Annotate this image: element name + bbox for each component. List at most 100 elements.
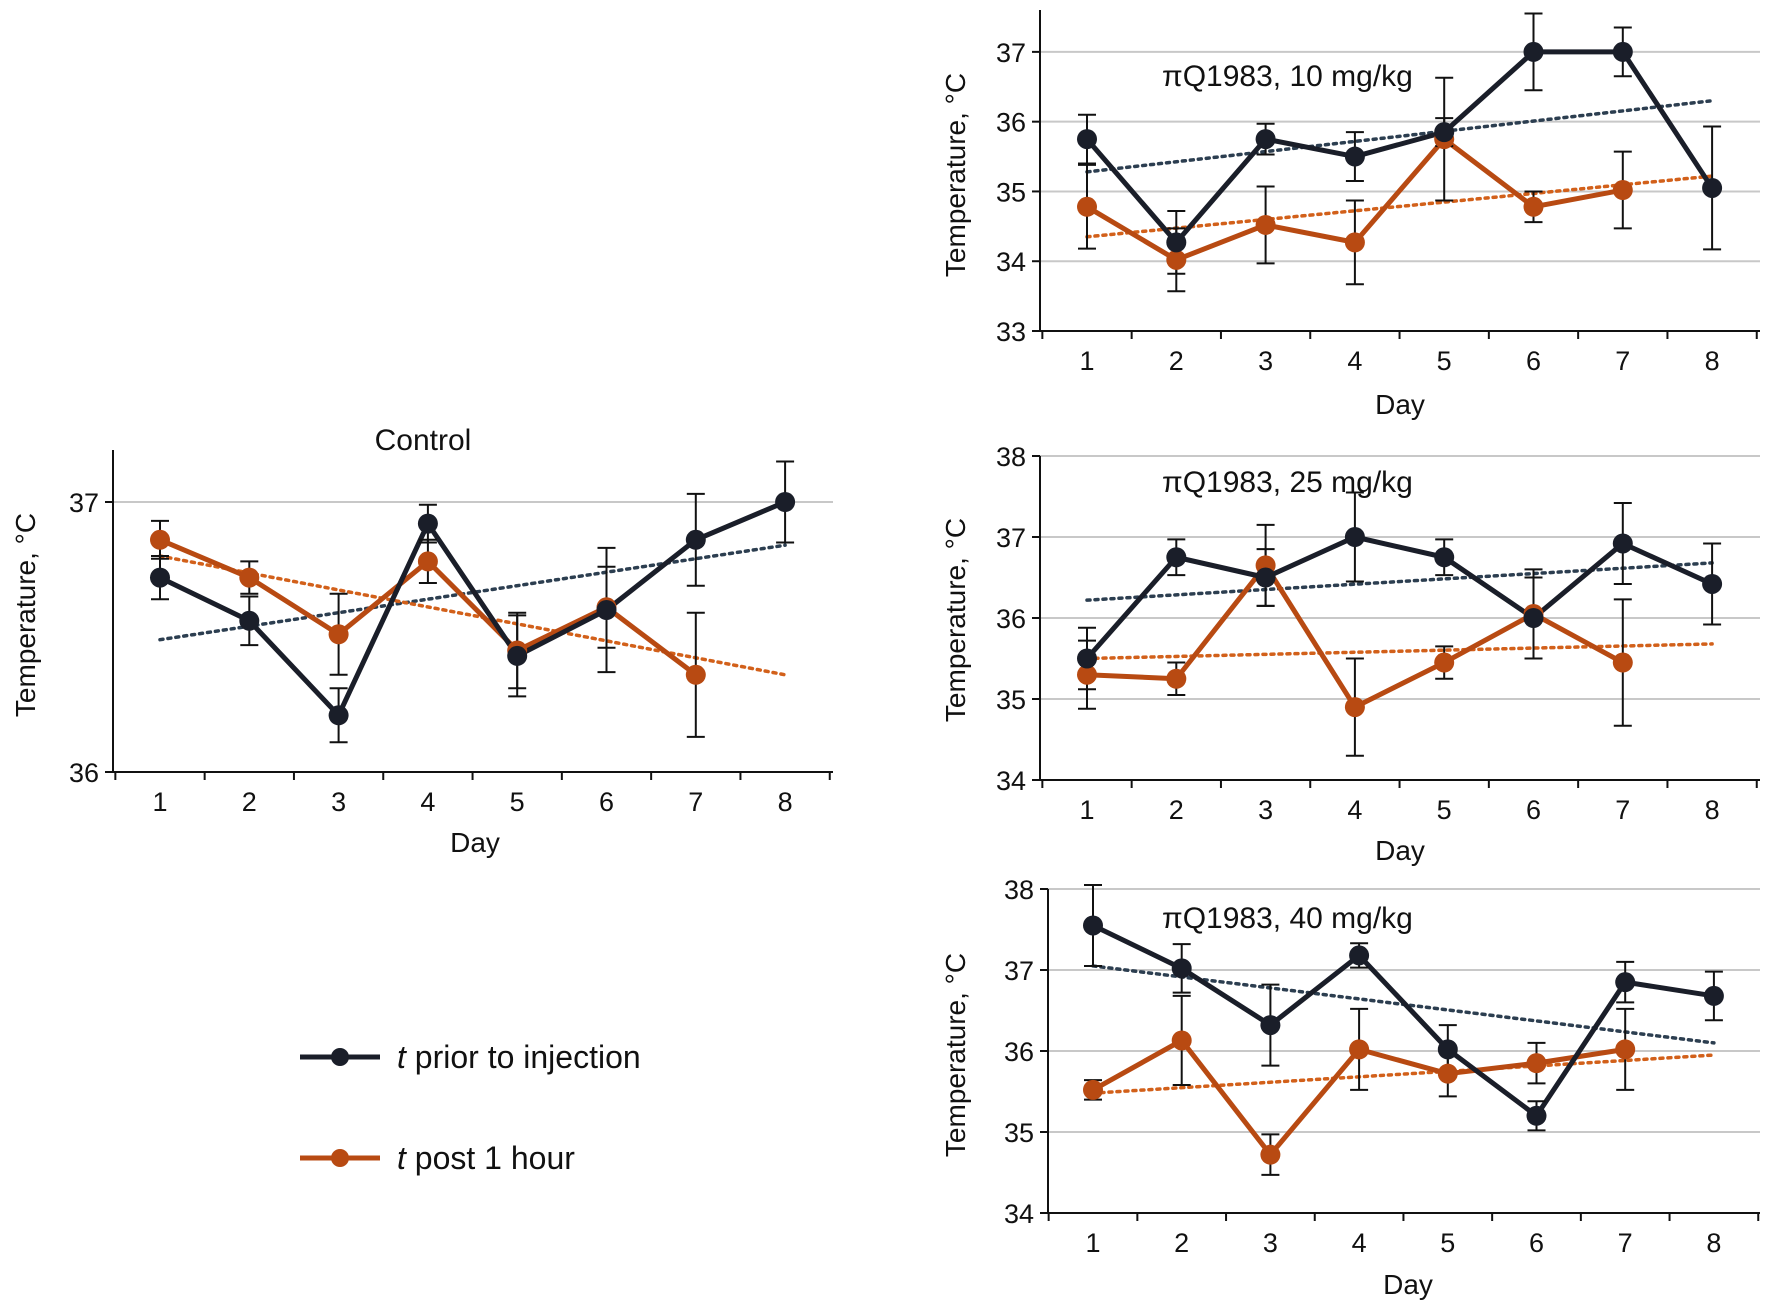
y-tick-label: 37 [996,523,1026,553]
x-tick-label: 3 [331,787,346,817]
data-point-prior [1526,1105,1547,1126]
x-tick-label: 5 [1440,1228,1455,1258]
x-tick-label: 5 [1437,346,1452,376]
x-tick-label: 3 [1258,795,1273,825]
x-tick-label: 3 [1263,1228,1278,1258]
data-point-prior [1077,129,1097,150]
x-tick-label: 7 [1618,1228,1633,1258]
svg-text:t prior to injection: t prior to injection [397,1039,641,1075]
data-point-post [239,567,260,588]
y-tick-label: 35 [1004,1118,1034,1148]
x-tick-label: 6 [1526,346,1541,376]
data-point-prior [1171,958,1192,979]
x-tick-label: 7 [688,787,703,817]
data-point-post [150,529,170,550]
data-point-post [1077,196,1097,217]
legend-label: prior to injection [406,1039,641,1075]
legend-italic-t: t [397,1039,407,1075]
data-point-prior [239,610,260,631]
trendline-post [158,554,787,677]
x-tick-label: 1 [1079,346,1094,376]
data-point-prior [1166,547,1187,568]
y-tick-label: 34 [996,247,1026,277]
data-point-post [417,551,438,572]
data-point-prior [1434,122,1455,143]
data-point-post [1434,652,1455,673]
data-point-prior [1612,41,1633,62]
x-tick-label: 3 [1258,346,1273,376]
data-point-post [1349,1039,1370,1060]
legend-swatch-prior-marker [331,1048,349,1066]
data-point-prior [1523,608,1544,628]
data-point-post [1437,1063,1458,1084]
y-tick-label: 36 [996,108,1026,138]
y-axis-label: Temperature, °C [940,953,971,1157]
y-tick-label: 37 [69,488,99,518]
legend-item-prior: t prior to injection [300,1039,641,1075]
data-point-prior [507,645,528,666]
data-point-post [1083,1079,1103,1100]
x-axis-label: Day [450,827,500,858]
x-tick-label: 4 [1352,1228,1367,1258]
legend-italic-t: t [397,1140,407,1176]
x-tick-label: 1 [1079,795,1094,825]
x-tick-label: 4 [420,787,435,817]
x-tick-label: 1 [1085,1228,1100,1258]
y-tick-label: 34 [1004,1199,1034,1229]
series-line-prior [1085,49,1715,245]
y-tick-label: 35 [996,177,1026,207]
svg-text:t post 1 hour: t post 1 hour [397,1140,575,1176]
x-tick-label: 2 [242,787,257,817]
data-point-prior [596,600,617,620]
data-point-prior [417,513,438,534]
data-point-prior [1437,1039,1458,1060]
x-tick-label: 6 [1529,1228,1544,1258]
data-point-prior [1612,533,1633,554]
legend: t prior to injection t post 1 hour [300,1039,641,1176]
x-tick-label: 7 [1615,795,1630,825]
data-point-post [1171,1030,1192,1051]
data-point-post [1526,1053,1547,1074]
series-line-prior [1085,534,1714,661]
data-point-prior [1344,146,1365,167]
x-tick-label: 2 [1169,346,1184,376]
y-tick-label: 33 [996,317,1026,347]
data-point-prior [1702,573,1723,594]
x-tick-label: 6 [1526,795,1541,825]
plot-area: 36 37 1 2 3 4 5 6 7 8 [69,450,833,817]
panel-title: Control [375,424,472,457]
data-point-prior [1349,945,1370,966]
data-point-prior [1702,177,1723,198]
data-point-prior [1703,985,1724,1006]
y-axis-label: Temperature, °C [10,513,41,717]
data-point-post [1260,1144,1281,1165]
x-tick-label: 8 [1705,795,1720,825]
data-point-post [1255,214,1276,235]
data-point-prior [1255,567,1276,588]
y-tick-label: 38 [1004,875,1034,905]
data-point-prior [1523,41,1544,62]
x-tick-label: 8 [1705,346,1720,376]
data-point-post [1612,652,1633,673]
data-point-prior [1166,232,1187,253]
data-point-post [1523,196,1544,217]
data-point-post [1166,668,1187,689]
panel-control: Control 36 37 1 2 3 4 5 6 7 8 Day Temperature, °C [10,424,833,858]
data-point-post [1166,249,1187,270]
legend-label: post 1 hour [406,1140,575,1176]
x-tick-label: 4 [1347,346,1362,376]
x-tick-label: 8 [778,787,793,817]
data-point-prior [328,705,349,726]
x-tick-label: 2 [1174,1228,1189,1258]
y-axis-label: Temperature, °C [940,518,971,722]
x-tick-label: 4 [1347,795,1362,825]
x-tick-label: 1 [152,787,167,817]
x-tick-label: 5 [510,787,525,817]
y-tick-label: 36 [1004,1037,1034,1067]
data-point-prior [1344,527,1365,547]
